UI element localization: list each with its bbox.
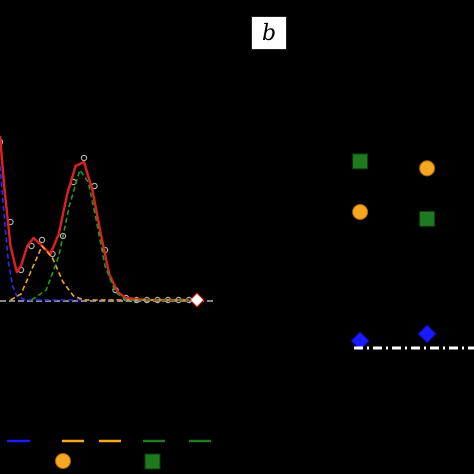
raw-data-point (80, 154, 88, 162)
component-fit-line-3 (10, 245, 189, 301)
diamond-marker (350, 331, 370, 351)
circle-marker (419, 160, 436, 177)
legend-index-110: 110 (176, 450, 215, 474)
legend-square-marker (144, 453, 161, 470)
legend-name-alpha-101: α'-Fe (88, 414, 139, 438)
raw-data-point (38, 236, 46, 244)
raw-data-point (59, 232, 67, 240)
panel-label-b: b (251, 16, 287, 50)
baseline-end-marker (189, 292, 205, 308)
square-marker (419, 210, 436, 227)
component-fit-line-4 (31, 169, 189, 301)
diamond-marker (417, 324, 437, 344)
legend-name-fe: Fe (0, 414, 25, 438)
fit-envelope-line (0, 135, 189, 302)
raw-data-point (0, 138, 4, 146)
legend-index-111: 111 (0, 450, 39, 474)
raw-data-point (28, 242, 35, 250)
component-fit-line-2 (0, 165, 189, 301)
legend-circle-marker (55, 453, 71, 469)
square-marker (352, 153, 369, 170)
legend-name-alpha-110: α'-Fe (159, 414, 210, 438)
legend-index-101: 101 (86, 450, 125, 474)
circle-marker (352, 204, 369, 220)
